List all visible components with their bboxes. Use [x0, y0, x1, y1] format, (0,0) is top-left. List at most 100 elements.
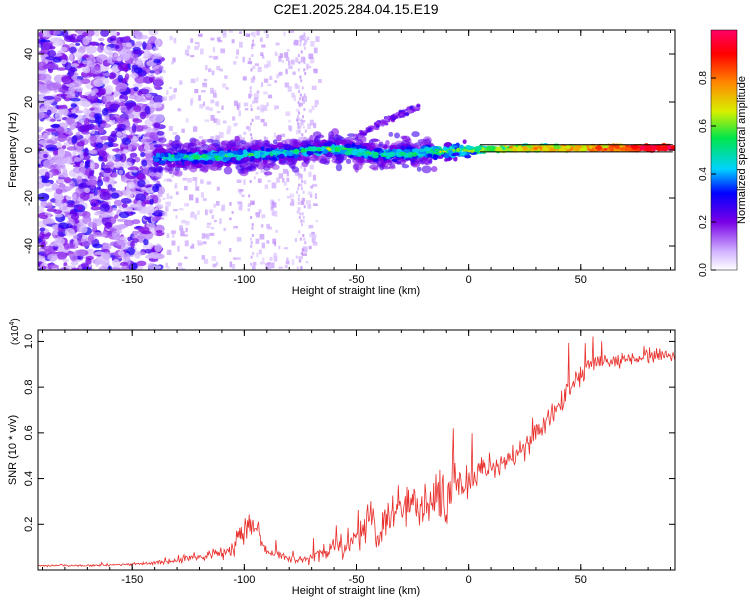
heat-cell	[265, 263, 270, 269]
heat-cell	[290, 59, 295, 65]
heat-cell	[235, 55, 239, 59]
heat-cell	[115, 117, 123, 122]
heat-cell	[305, 261, 309, 264]
heat-cell	[208, 68, 212, 73]
heat-cell	[173, 154, 181, 159]
heat-cell	[46, 202, 53, 210]
heat-cell	[91, 102, 103, 107]
heat-cell	[186, 53, 190, 57]
heat-cell	[203, 78, 208, 82]
figure-title: C2E1.2025.284.04.15.E19	[273, 1, 438, 17]
heat-cell	[80, 263, 89, 269]
heat-cell	[416, 166, 422, 172]
heat-cell	[188, 194, 194, 201]
heat-cell	[183, 160, 192, 167]
heat-cell	[81, 65, 91, 74]
heat-cell	[300, 165, 303, 169]
heat-cell	[298, 61, 301, 65]
heat-cell	[40, 265, 47, 270]
heat-cell	[44, 187, 54, 192]
heat-cell	[388, 165, 396, 170]
heat-cell	[258, 249, 262, 255]
heat-cell	[257, 139, 264, 147]
heat-cell	[298, 216, 301, 219]
heat-cell	[256, 106, 260, 110]
heat-cell	[226, 152, 234, 157]
heat-cell	[206, 159, 214, 165]
heat-cell	[99, 191, 111, 201]
heat-cell	[208, 55, 213, 58]
heat-cell	[281, 60, 285, 63]
heat-cell	[553, 145, 561, 150]
heat-cell	[217, 240, 222, 245]
heat-cell	[656, 145, 662, 152]
heat-cell	[131, 123, 137, 133]
heat-cell	[263, 78, 269, 83]
heat-cell	[165, 262, 168, 268]
heat-cell	[178, 266, 183, 270]
heat-cell	[300, 56, 305, 63]
heat-cell	[109, 241, 120, 247]
heat-cell	[143, 143, 151, 151]
heat-cell	[609, 146, 615, 152]
heat-cell	[82, 54, 90, 59]
heat-cell	[173, 90, 176, 93]
heat-cell	[263, 163, 274, 169]
heat-cell	[253, 176, 256, 180]
heat-cell	[284, 138, 293, 146]
heat-cell	[171, 172, 175, 178]
heat-cell	[51, 123, 61, 129]
heat-cell	[81, 240, 91, 247]
snr-multiplier-base: (x10	[10, 325, 21, 345]
x-tick-label: -50	[349, 574, 365, 586]
heat-cell	[250, 68, 253, 72]
heat-cell	[286, 170, 289, 177]
heat-cell	[270, 203, 275, 208]
heat-cell	[97, 150, 107, 157]
heat-cell	[216, 186, 220, 191]
heat-cell	[302, 201, 305, 205]
heat-cell	[401, 164, 410, 169]
heat-cell	[325, 158, 331, 164]
heat-cell	[236, 179, 242, 183]
heat-cell	[278, 266, 283, 269]
heat-cell	[116, 224, 126, 231]
heat-cell	[448, 149, 453, 156]
heat-cell	[233, 160, 242, 165]
heat-cell	[253, 150, 261, 155]
heat-cell	[220, 48, 225, 54]
heat-cell	[217, 39, 223, 43]
heat-cell	[311, 85, 317, 90]
heat-cell	[250, 108, 253, 111]
heat-cell	[105, 179, 115, 188]
heat-cell	[187, 177, 192, 183]
heat-cell	[286, 195, 292, 199]
heat-cell	[125, 42, 132, 48]
heat-cell	[97, 126, 104, 134]
snr-plot-area	[38, 336, 675, 568]
heat-cell	[195, 163, 202, 169]
heat-cell	[263, 122, 268, 127]
heat-cell	[316, 147, 322, 152]
heat-cell	[219, 218, 222, 225]
heat-cell	[303, 34, 306, 40]
heat-cell	[247, 60, 252, 65]
heat-cell	[119, 153, 127, 163]
heat-cell	[304, 136, 307, 140]
heat-cell	[158, 137, 167, 143]
heat-cell	[75, 30, 84, 35]
heat-cell	[382, 120, 387, 124]
heat-cell	[162, 217, 165, 220]
heat-cell	[297, 156, 303, 161]
heat-cell	[263, 30, 269, 34]
heat-cell	[251, 43, 254, 47]
heat-cell	[357, 156, 364, 160]
heat-cell	[54, 111, 63, 121]
heat-cell	[61, 104, 68, 109]
heat-cell	[56, 178, 66, 184]
heat-cell	[422, 156, 429, 162]
heat-cell	[289, 30, 295, 34]
heat-cell	[411, 108, 416, 112]
heat-cell	[340, 139, 347, 145]
heat-cell	[240, 137, 245, 142]
